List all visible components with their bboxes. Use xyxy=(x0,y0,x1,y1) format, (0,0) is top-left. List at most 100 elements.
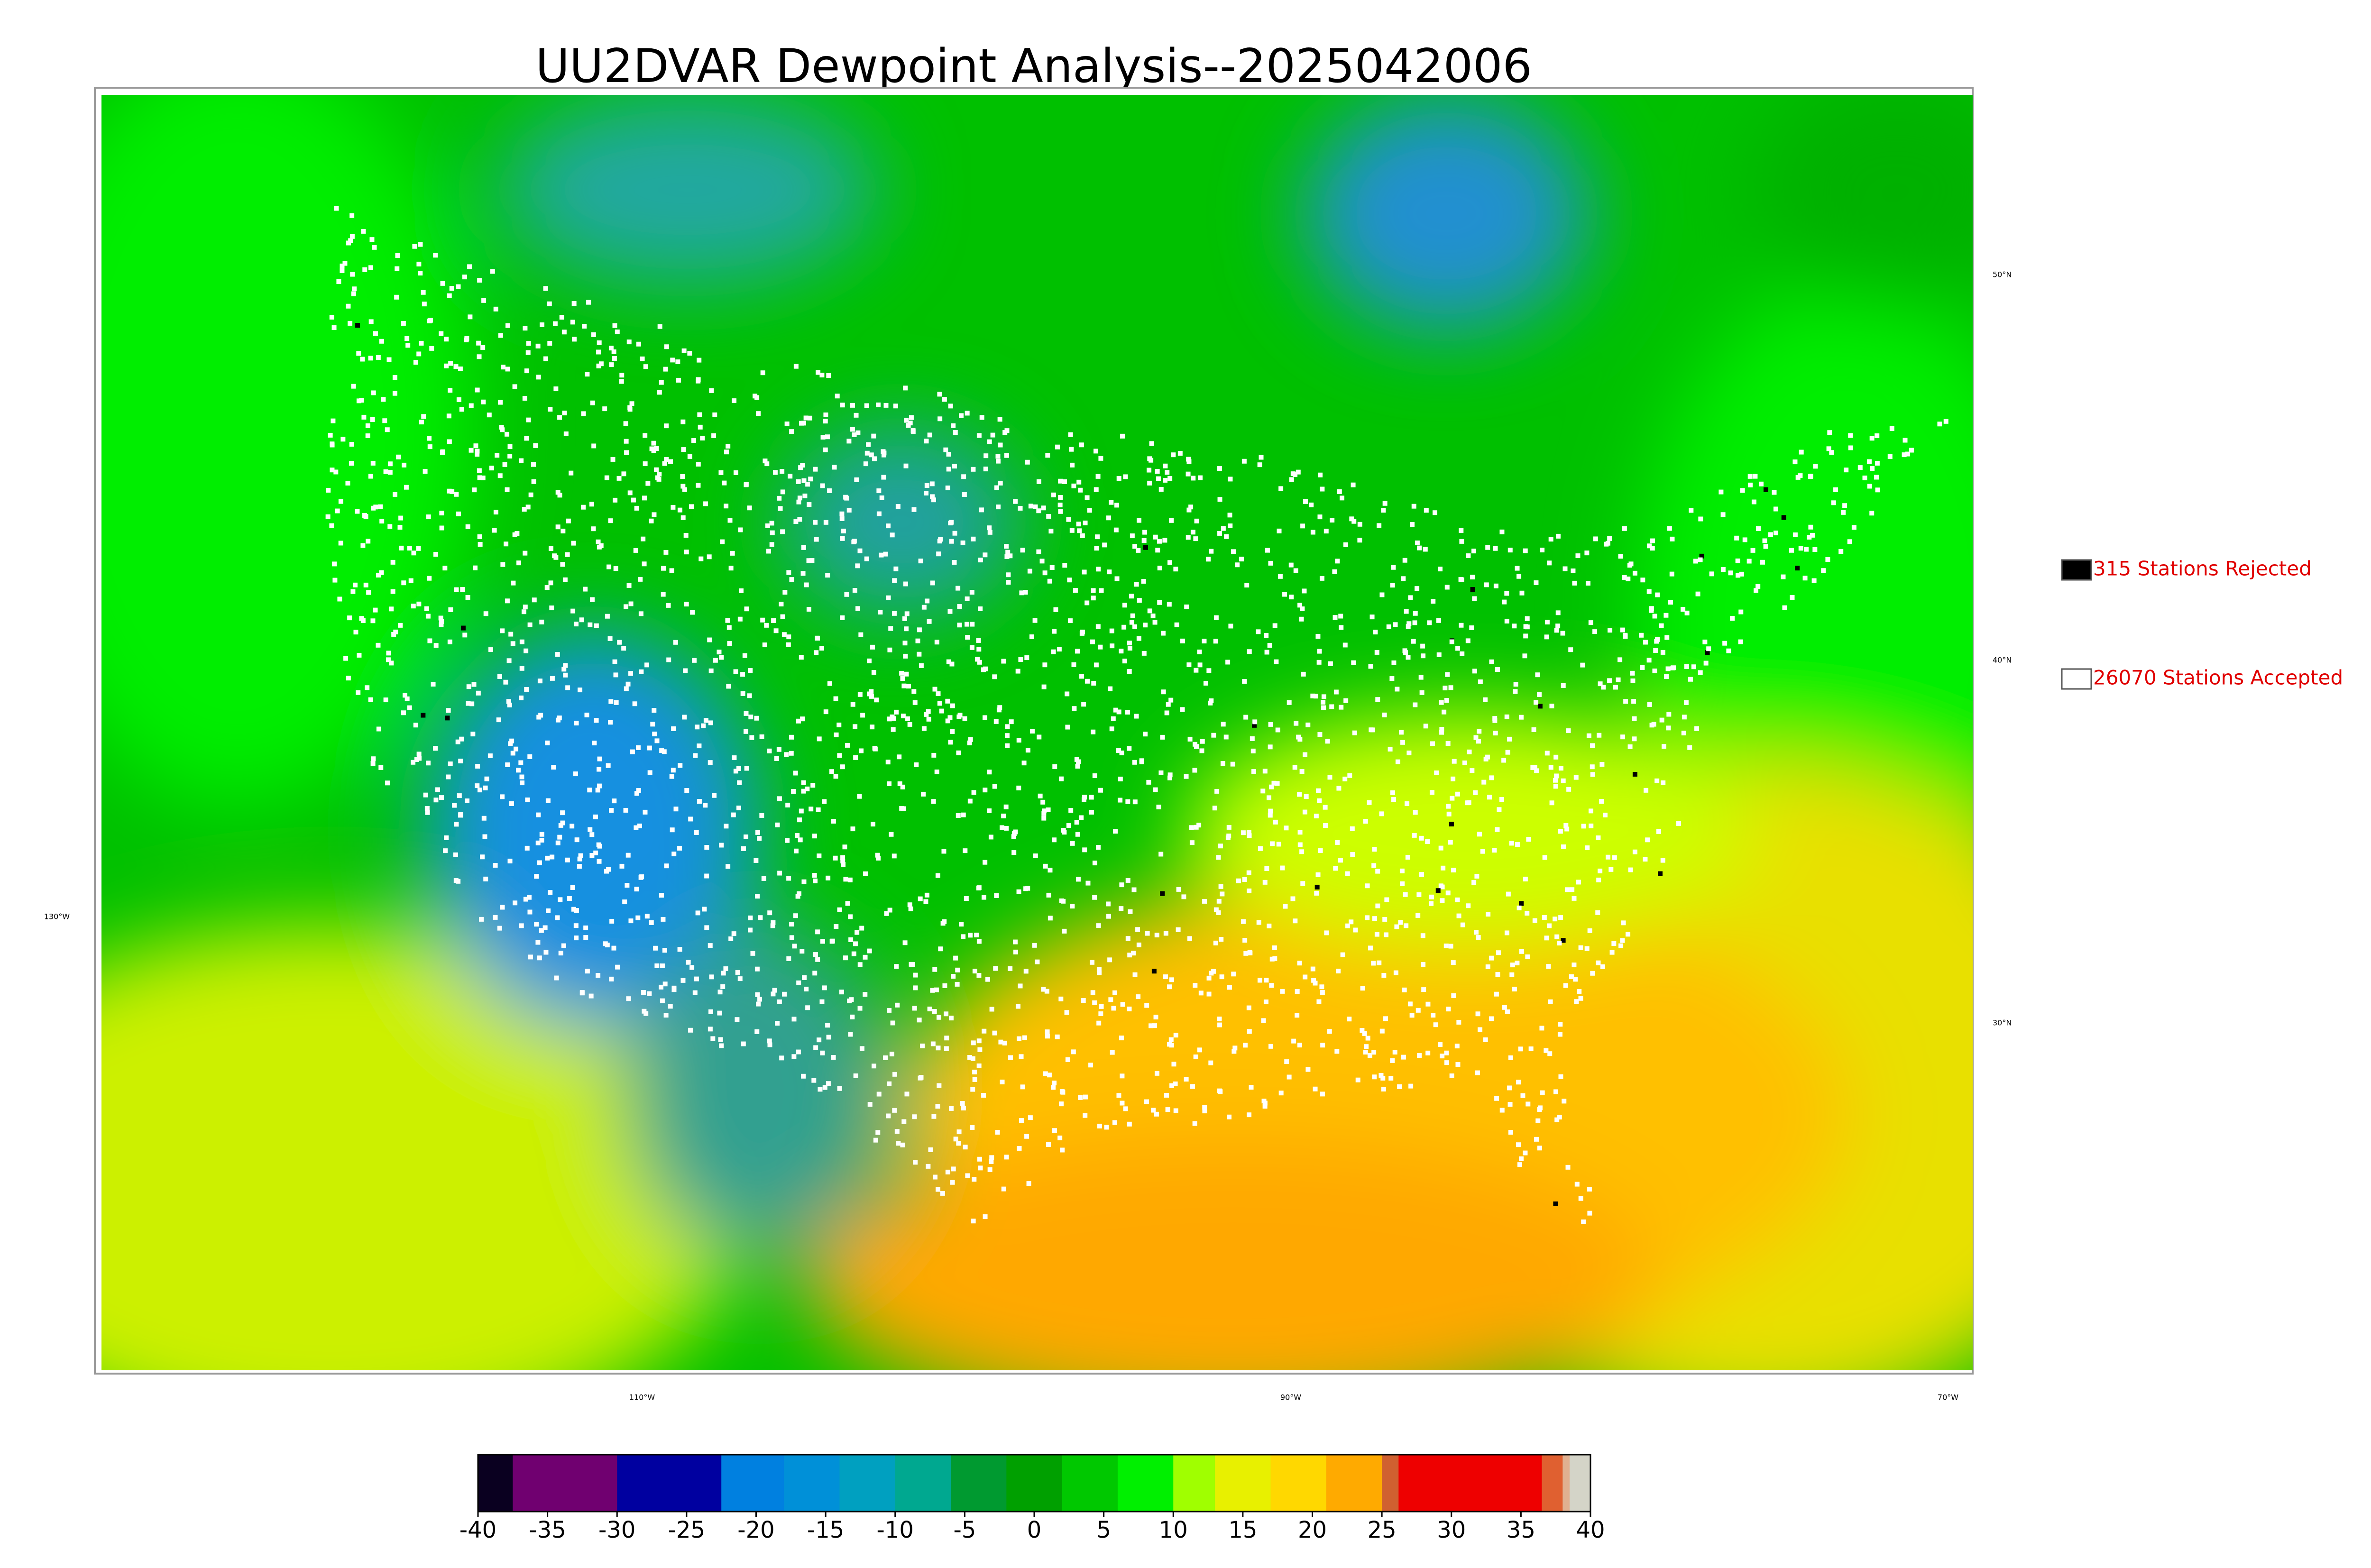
station-marker xyxy=(1071,1049,1076,1055)
station-marker xyxy=(1829,450,1834,455)
station-marker xyxy=(1217,531,1222,536)
station-marker xyxy=(820,483,825,488)
station-marker xyxy=(1247,833,1252,838)
station-marker xyxy=(386,651,391,656)
station-marker xyxy=(1440,1054,1445,1059)
station-marker xyxy=(1334,1049,1340,1054)
station-marker xyxy=(717,1010,722,1016)
station-marker xyxy=(1505,750,1510,755)
station-marker xyxy=(1489,659,1494,664)
station-marker xyxy=(1792,459,1798,465)
station-marker xyxy=(1147,456,1152,461)
station-marker xyxy=(1465,638,1470,643)
station-marker xyxy=(578,853,583,858)
station-marker xyxy=(1309,502,1314,507)
station-marker xyxy=(1325,739,1330,744)
station-marker xyxy=(1023,886,1029,891)
station-marker xyxy=(387,470,393,475)
station-marker xyxy=(1887,454,1893,459)
station-marker xyxy=(345,480,350,486)
station-marker xyxy=(1154,1111,1159,1117)
station-marker xyxy=(931,1114,937,1119)
station-marker xyxy=(1058,509,1063,514)
station-marker xyxy=(1008,553,1013,559)
station-marker xyxy=(756,1001,761,1007)
station-marker xyxy=(1282,592,1287,597)
station-marker xyxy=(1004,554,1010,559)
station-marker xyxy=(906,423,911,428)
station-marker xyxy=(447,639,452,644)
station-marker xyxy=(365,685,370,690)
colorbar-segment xyxy=(1570,1455,1591,1512)
station-marker xyxy=(941,849,947,854)
station-marker xyxy=(1186,535,1191,540)
station-marker xyxy=(724,824,729,829)
station-marker xyxy=(455,739,460,744)
station-marker xyxy=(663,367,668,372)
station-marker xyxy=(983,788,988,793)
station-marker xyxy=(1181,894,1186,899)
station-marker xyxy=(833,696,838,701)
station-marker xyxy=(1048,868,1053,873)
station-marker xyxy=(930,988,935,993)
station-marker xyxy=(1296,469,1301,475)
station-marker xyxy=(1640,665,1645,670)
station-marker xyxy=(1213,940,1218,945)
station-marker xyxy=(863,871,868,876)
station-marker xyxy=(483,876,488,881)
station-marker xyxy=(1121,624,1127,630)
station-marker xyxy=(911,507,917,512)
station-marker xyxy=(1228,523,1233,529)
station-marker xyxy=(847,877,853,882)
station-marker xyxy=(1811,578,1817,583)
station-marker xyxy=(1645,837,1650,843)
station-marker xyxy=(444,835,449,840)
station-marker xyxy=(859,748,864,753)
station-marker xyxy=(1127,1006,1132,1011)
station-marker xyxy=(777,796,782,801)
station-marker xyxy=(755,894,760,899)
station-marker xyxy=(462,633,468,638)
station-marker xyxy=(1449,1073,1454,1078)
station-marker xyxy=(770,530,775,535)
station-marker xyxy=(1202,639,1207,644)
station-marker xyxy=(1246,1005,1251,1010)
station-marker xyxy=(932,1009,937,1014)
colorbar-tick-label: 30 xyxy=(1437,1517,1466,1543)
station-marker xyxy=(1584,550,1590,556)
station-marker xyxy=(1269,983,1274,988)
station-marker xyxy=(379,519,385,524)
station-marker xyxy=(439,525,444,531)
station-marker xyxy=(1410,522,1415,527)
station-marker xyxy=(411,550,416,556)
station-marker xyxy=(562,577,568,582)
station-marker xyxy=(1047,1073,1052,1078)
station-marker xyxy=(1330,517,1335,523)
station-marker xyxy=(1319,984,1324,990)
station-marker xyxy=(1350,852,1355,857)
station-marker xyxy=(1781,515,1786,520)
station-marker xyxy=(1445,741,1451,746)
station-marker xyxy=(1262,880,1268,885)
station-marker xyxy=(1375,697,1380,702)
station-marker xyxy=(439,331,444,336)
station-marker xyxy=(1004,428,1010,433)
station-marker xyxy=(896,1141,901,1146)
station-marker xyxy=(851,540,856,545)
station-marker xyxy=(1516,574,1522,579)
station-marker xyxy=(464,336,469,341)
station-marker xyxy=(1476,935,1481,940)
station-marker xyxy=(754,966,760,972)
station-marker xyxy=(531,462,536,467)
station-marker xyxy=(903,581,908,587)
station-marker xyxy=(773,628,779,633)
station-marker xyxy=(1403,650,1408,655)
station-marker xyxy=(661,592,666,597)
station-marker xyxy=(1262,1100,1268,1106)
station-marker xyxy=(860,713,865,718)
station-marker xyxy=(548,407,553,412)
station-marker xyxy=(833,774,838,779)
station-marker xyxy=(728,936,734,942)
station-marker xyxy=(1851,525,1856,530)
